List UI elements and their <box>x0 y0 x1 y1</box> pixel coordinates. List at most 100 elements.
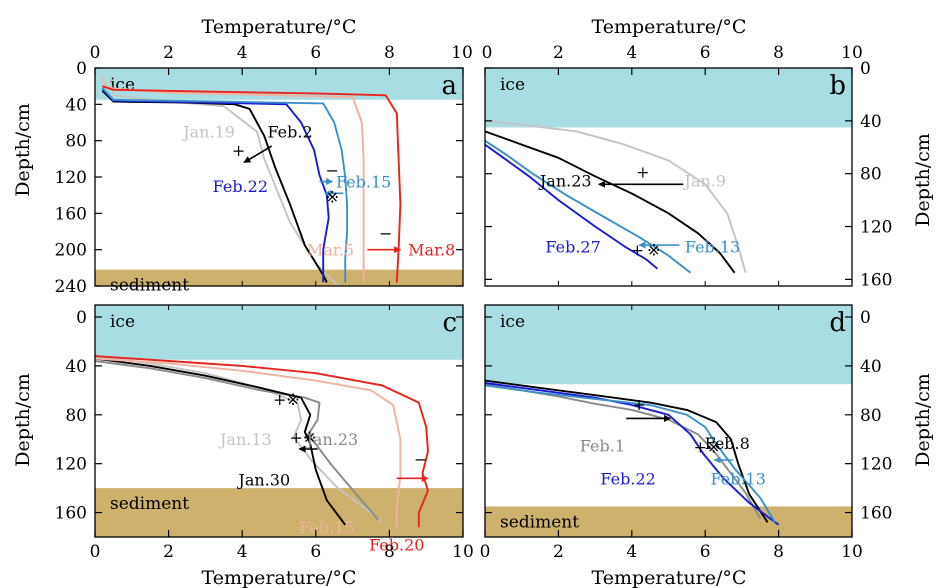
change-marker: + <box>632 395 645 414</box>
curve-label-jan-19: Jan.19 <box>181 123 235 142</box>
series-mar-8 <box>102 85 402 283</box>
change-marker: − <box>379 224 392 243</box>
panel-letter: b <box>829 71 846 101</box>
y-tick-label: 200 <box>55 241 87 261</box>
zone-label-ice: ice <box>110 312 135 332</box>
y-tick-label: 160 <box>55 504 87 524</box>
bottom-xlabel-right: Temperature/°C <box>592 567 747 588</box>
y-tick-label: 40 <box>65 357 87 377</box>
curve-label-feb-8: Feb.8 <box>705 434 750 453</box>
x-tick-label: 0 <box>482 43 493 63</box>
series-feb-15 <box>101 87 349 283</box>
series-jan-13 <box>95 355 383 524</box>
panel-c: ice sediment +※ +※ − Jan.13 Jan.23 Jan.30 Feb.15… <box>55 304 474 562</box>
x-tick-label: 8 <box>773 542 784 562</box>
x-tick-label: 6 <box>310 542 321 562</box>
right-ylabel-bottom: Depth/cm <box>912 373 934 467</box>
series-feb-20 <box>95 355 429 528</box>
curve-label-feb-13: Feb.13 <box>711 469 766 488</box>
x-tick-label: 0 <box>90 43 101 63</box>
series-feb-13 <box>485 139 692 274</box>
x-tick-label: 6 <box>700 542 711 562</box>
right-ylabel-top: Depth/cm <box>912 133 934 227</box>
x-tick-label: 2 <box>163 43 174 63</box>
series-jan-19 <box>108 78 339 286</box>
change-marker: − <box>326 161 339 180</box>
series-jan-30 <box>95 357 346 526</box>
y-tick-label: 80 <box>65 406 87 426</box>
zone-label-ice: ice <box>500 75 525 95</box>
curve-label-feb-22: Feb.22 <box>213 177 268 196</box>
curve-label-feb-22: Feb.22 <box>600 469 655 488</box>
zone-label-ice: ice <box>500 312 525 332</box>
change-marker: +※ <box>273 390 300 409</box>
y-tick-label: 120 <box>55 455 87 475</box>
x-tick-label: 2 <box>553 43 564 63</box>
x-tick-label: 4 <box>626 542 637 562</box>
change-marker: ※ <box>326 187 339 206</box>
y-tick-label: 80 <box>860 406 882 426</box>
change-marker: − <box>414 450 427 469</box>
y-tick-label: 160 <box>55 204 87 224</box>
zone-label-ice: ice <box>110 75 135 95</box>
y-tick-label: 160 <box>860 504 892 524</box>
curve-label-feb-13: Feb.13 <box>685 237 740 256</box>
y-tick-label: 80 <box>860 165 882 185</box>
zone-ice <box>485 305 852 385</box>
change-marker: +※ <box>694 438 721 457</box>
panel-frame <box>484 67 853 287</box>
left-ylabel-top: Depth/cm <box>12 103 34 197</box>
zone-label-sediment: sediment <box>110 494 189 514</box>
curve-label-mar-5: Mar.5 <box>307 241 354 260</box>
curve-label-mar-8: Mar.8 <box>408 241 455 260</box>
zone-sediment <box>95 488 463 537</box>
change-marker: + <box>232 141 245 160</box>
y-tick-label: 80 <box>65 132 87 152</box>
series-feb-22 <box>485 382 780 526</box>
curve-label-feb-1: Feb.1 <box>580 436 625 455</box>
series-feb-27 <box>485 143 659 270</box>
change-marker: + <box>636 163 649 182</box>
series-jan-23 <box>95 360 380 521</box>
panel-frame <box>94 304 464 538</box>
y-tick-label: 0 <box>860 308 871 328</box>
curve-label-feb-2: Feb.2 <box>267 123 312 142</box>
x-tick-label: 8 <box>773 43 784 63</box>
x-tick-label: 0 <box>480 542 491 562</box>
x-tick-label: 4 <box>626 43 637 63</box>
curve-label-feb-20: Feb.20 <box>369 535 424 554</box>
zone-ice <box>95 305 463 360</box>
series-jan-9 <box>485 119 747 274</box>
y-tick-label: 40 <box>65 95 87 115</box>
x-tick-label: 10 <box>451 43 473 63</box>
y-tick-label: 240 <box>55 277 87 297</box>
zone-sediment <box>95 269 463 286</box>
x-tick-label: 2 <box>553 542 564 562</box>
x-tick-label: 10 <box>841 43 863 63</box>
y-tick-label: 0 <box>860 59 871 79</box>
panel-letter: d <box>829 308 846 338</box>
x-tick-label: 4 <box>237 542 248 562</box>
y-tick-label: 120 <box>860 218 892 238</box>
left-ylabel-bottom: Depth/cm <box>12 373 34 467</box>
curve-label-jan-23: Jan.23 <box>305 430 359 449</box>
curve-label-jan-23: Jan.23 <box>538 171 592 190</box>
curve-label-feb-15: Feb.15 <box>299 518 354 537</box>
zone-sediment <box>485 506 852 537</box>
y-tick-label: 40 <box>860 357 882 377</box>
x-tick-label: 10 <box>841 542 863 562</box>
trend-arrow <box>243 145 273 164</box>
y-tick-label: 40 <box>860 112 882 132</box>
x-tick-label: 4 <box>237 43 248 63</box>
y-tick-label: 120 <box>860 455 892 475</box>
x-tick-label: 10 <box>452 542 474 562</box>
change-marker: + <box>631 241 644 260</box>
x-tick-label: 8 <box>384 43 395 63</box>
top-xlabel-left: Temperature/°C <box>202 16 357 38</box>
change-marker: ※ <box>647 241 660 260</box>
y-tick-label: 120 <box>55 168 87 188</box>
series-feb-13 <box>485 384 776 523</box>
zone-label-sediment: sediment <box>500 512 579 532</box>
y-tick-label: 0 <box>76 308 87 328</box>
